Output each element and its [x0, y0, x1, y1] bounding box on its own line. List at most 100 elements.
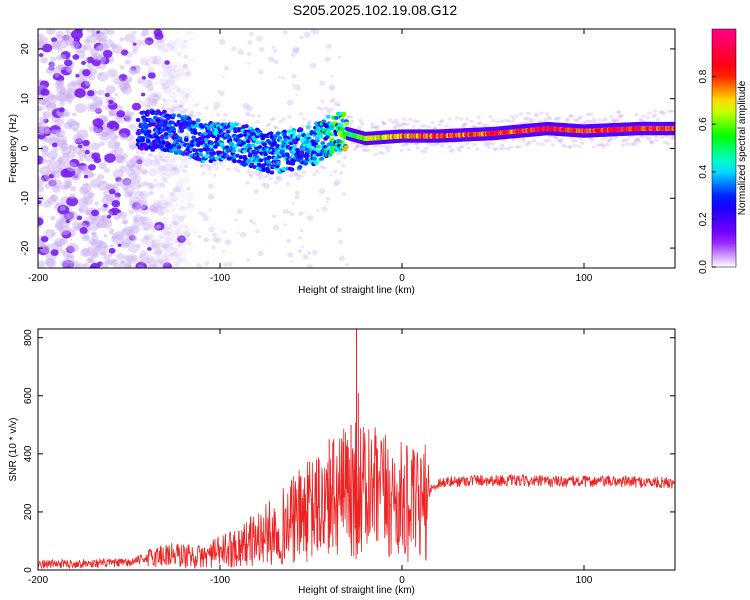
heatmap-noise-blob	[152, 263, 158, 268]
heatmap-noise-blob	[140, 150, 146, 156]
heatmap-noise-blob	[146, 224, 152, 230]
heatmap-noise-blob	[44, 125, 50, 130]
heatmap-noise-blob	[169, 191, 175, 197]
heatmap-noise-blob	[178, 242, 186, 249]
heatmap-noise-blob	[67, 99, 73, 104]
heatmap-noise-blob	[133, 170, 141, 177]
heatmap-halo	[553, 135, 559, 139]
heatmap-ridge-cell	[250, 128, 256, 133]
heatmap-noise-blob	[127, 191, 134, 197]
heatmap-halo	[593, 120, 598, 124]
heatmap-noise-blob	[93, 156, 102, 164]
heatmap-noise-blob	[172, 62, 185, 73]
heatmap-noise-blob	[80, 247, 92, 258]
heatmap-halo	[469, 119, 474, 123]
heatmap-noise-blob	[55, 224, 59, 228]
heatmap-noise-blob	[104, 153, 116, 163]
heatmap-halo	[178, 104, 183, 108]
heatmap-halo	[491, 118, 496, 123]
heatmap-noise-blob	[171, 262, 180, 268]
heatmap-halo	[553, 117, 559, 121]
heatmap-ridge-cell	[183, 137, 189, 142]
snr-x-tick-label: 100	[576, 575, 593, 586]
heatmap-noise-blob	[164, 197, 174, 206]
heatmap-halo	[652, 113, 658, 117]
heatmap-halo	[524, 143, 530, 147]
heatmap-y-axis-title: Frequency (Hz)	[8, 114, 19, 183]
heatmap-noise-blob	[320, 99, 325, 103]
heatmap-noise-blob	[165, 158, 175, 167]
heatmap-halo	[537, 119, 543, 123]
heatmap-halo	[215, 113, 221, 117]
heatmap-halo	[534, 114, 540, 118]
heatmap-noise-blob	[125, 160, 136, 169]
heatmap-halo	[363, 148, 368, 152]
heatmap-noise-blob	[172, 73, 182, 81]
heatmap-halo	[543, 139, 548, 143]
heatmap-noise-blob	[131, 40, 136, 44]
heatmap-noise-blob	[172, 64, 178, 69]
heatmap-noise-blob	[136, 203, 146, 211]
heatmap-noise-blob	[141, 204, 148, 211]
heatmap-noise-blob	[187, 32, 199, 42]
heatmap-ridge-cell	[312, 156, 318, 161]
heatmap-ridge-cell	[318, 152, 324, 157]
heatmap-noise-blob	[57, 225, 64, 232]
heatmap-noise-blob	[179, 176, 190, 185]
heatmap-noise-blob	[102, 127, 113, 136]
heatmap-noise-blob	[169, 74, 175, 79]
heatmap-noise-blob	[65, 219, 70, 223]
heatmap-noise-blob	[130, 226, 138, 232]
heatmap-halo	[454, 116, 460, 120]
heatmap-halo	[646, 136, 652, 140]
heatmap-halo	[552, 135, 557, 139]
heatmap-noise-blob	[42, 137, 49, 142]
heatmap-noise-blob	[182, 95, 189, 102]
heatmap-halo	[236, 169, 241, 173]
heatmap-noise-blob	[170, 103, 180, 112]
heatmap-noise-blob	[165, 77, 176, 87]
heatmap-ridge-cell	[149, 118, 155, 123]
heatmap-halo	[472, 143, 477, 147]
heatmap-noise-blob	[147, 93, 160, 103]
heatmap-halo	[510, 114, 515, 119]
heatmap-noise-blob	[236, 231, 240, 234]
heatmap-ridge-cell	[250, 143, 256, 148]
heatmap-halo	[135, 155, 141, 160]
heatmap-noise-blob	[292, 83, 296, 87]
heatmap-noise-blob	[147, 72, 156, 79]
heatmap-noise-blob	[306, 215, 314, 221]
heatmap-noise-blob	[132, 42, 137, 46]
heatmap-noise-blob	[148, 40, 153, 45]
heatmap-noise-blob	[79, 227, 88, 234]
heatmap-halo	[658, 110, 664, 114]
heatmap-halo	[671, 136, 675, 140]
heatmap-halo	[572, 118, 578, 122]
heatmap-halo	[483, 143, 489, 147]
heatmap-noise-blob	[122, 80, 130, 87]
heatmap-noise-blob	[57, 40, 69, 49]
heatmap-halo	[349, 141, 355, 145]
heatmap-halo	[616, 110, 621, 114]
heatmap-noise-blob	[139, 221, 145, 226]
heatmap-noise-blob	[275, 175, 283, 182]
heatmap-halo	[296, 177, 301, 181]
heatmap-noise-blob	[130, 66, 137, 72]
heatmap-halo	[529, 120, 534, 124]
heatmap-ridge-cell	[257, 145, 263, 150]
colorbar-tick-label: 0.0	[698, 260, 709, 274]
heatmap-ridge-cell	[214, 156, 220, 161]
heatmap-noise-blob	[72, 54, 80, 60]
heatmap-noise-blob	[116, 110, 126, 118]
heatmap-noise-blob	[174, 202, 180, 207]
heatmap-halo	[265, 174, 270, 178]
heatmap-noise-blob	[121, 237, 132, 247]
heatmap-halo	[577, 145, 582, 149]
heatmap-halo	[380, 120, 385, 124]
heatmap-halo	[499, 119, 505, 123]
heatmap-noise-blob	[121, 85, 133, 95]
heatmap-noise-blob	[115, 154, 124, 161]
heatmap-noise-blob	[159, 105, 165, 111]
heatmap-halo	[649, 141, 655, 145]
heatmap-noise-blob	[159, 193, 166, 200]
